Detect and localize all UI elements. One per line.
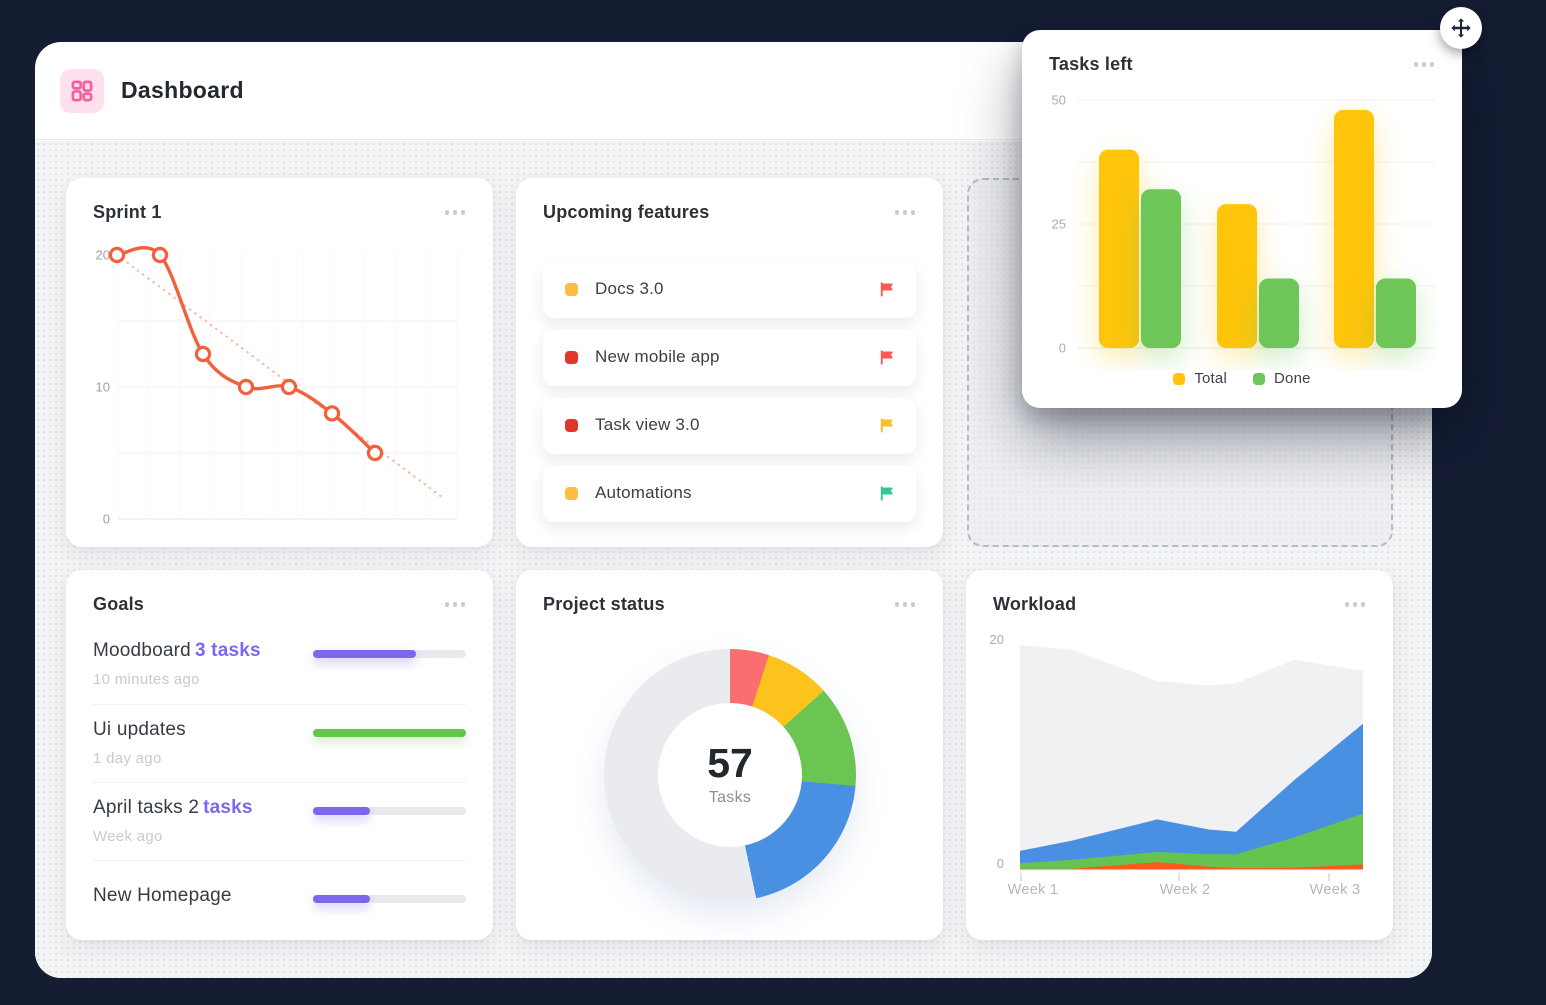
priority-bullet-icon (565, 419, 578, 432)
feature-row[interactable]: Docs 3.0 (543, 262, 916, 318)
project-status-menu-button[interactable] (891, 598, 920, 611)
svg-text:50: 50 (1052, 93, 1066, 108)
goal-title: April tasks 2 (93, 797, 200, 818)
feature-row[interactable]: Task view 3.0 (543, 398, 916, 454)
x-axis-tick: Week 3 (1309, 882, 1361, 898)
goal-timestamp: 10 minutes ago (93, 671, 200, 688)
svg-text:0: 0 (1059, 341, 1066, 356)
workload-card-title: Workload (993, 594, 1077, 614)
feature-label: Docs 3.0 (595, 279, 664, 298)
workload-card: Workload 20 0 Week 1 Week 2 Week 3 (966, 570, 1393, 940)
legend-label-total: Total (1194, 370, 1227, 387)
sprint-card: Sprint 1 20 10 0 (66, 178, 493, 547)
tasks-left-bar-chart: 50 25 0 (1052, 93, 1435, 356)
goals-menu-button[interactable] (441, 598, 470, 611)
svg-text:25: 25 (1052, 217, 1066, 232)
donut-center: 57 Tasks (658, 703, 802, 847)
priority-bullet-icon (565, 487, 578, 500)
feature-row[interactable]: New mobile app (543, 330, 916, 386)
svg-text:20: 20 (96, 248, 110, 263)
goal-progress-bar (313, 650, 466, 658)
goal-row[interactable]: New Homepage (93, 860, 466, 939)
legend-swatch-done (1253, 372, 1265, 385)
legend-swatch-total (1173, 372, 1186, 385)
legend-item-total: Total (1173, 370, 1227, 387)
goal-progress-fill (313, 807, 370, 815)
upcoming-features-card: Upcoming features Docs 3.0 New mobile ap… (516, 178, 943, 547)
feature-label: Automations (595, 483, 692, 502)
goal-row[interactable]: Ui updates 1 day ago (93, 704, 466, 783)
flag-icon (880, 282, 893, 297)
goal-task-count: 3 tasks (194, 640, 261, 661)
dashboard-header: Dashboard (35, 42, 1432, 140)
move-icon (1451, 18, 1471, 38)
goal-progress-bar (313, 729, 466, 737)
goal-progress-bar (313, 895, 466, 903)
goal-timestamp: 1 day ago (93, 750, 162, 767)
goal-task-count: tasks (203, 797, 253, 818)
goals-card-title: Goals (93, 594, 145, 614)
goal-title: Moodboard (93, 640, 191, 661)
goals-card: Goals Moodboard 3 tasks 10 minutes ago Ui… (66, 570, 493, 940)
feature-row[interactable]: Automations (543, 466, 916, 522)
sprint-menu-button[interactable] (441, 206, 470, 219)
svg-text:10: 10 (96, 380, 110, 395)
goal-progress-fill (313, 650, 416, 658)
tasks-total-label: Tasks (708, 789, 752, 806)
goal-progress-fill (313, 895, 370, 903)
dashboard-logo-icon (60, 68, 104, 113)
sprint-card-title: Sprint 1 (93, 202, 162, 222)
priority-bullet-icon (565, 283, 578, 296)
y-axis-tick: 0 (996, 856, 1004, 871)
y-axis-tick: 20 (989, 632, 1004, 647)
flag-icon (880, 418, 893, 433)
tasks-total-value: 57 (707, 740, 753, 786)
svg-text:0: 0 (103, 512, 110, 527)
workload-area-chart (1020, 645, 1363, 881)
page-title: Dashboard (121, 77, 244, 103)
burndown-line-chart: 20 10 0 (96, 246, 458, 527)
x-axis-tick: Week 2 (1159, 882, 1211, 898)
tasks-left-menu-button[interactable] (1410, 58, 1439, 71)
chart-legend: Total Done (1022, 370, 1462, 387)
priority-bullet-icon (565, 351, 578, 364)
feature-label: New mobile app (595, 347, 720, 366)
goal-progress-bar (313, 807, 466, 815)
project-status-card-title: Project status (543, 594, 665, 614)
flag-icon (880, 350, 893, 365)
flag-icon (880, 486, 893, 501)
goal-row[interactable]: Moodboard 3 tasks 10 minutes ago (93, 626, 466, 704)
move-cursor-badge[interactable] (1440, 7, 1482, 49)
legend-item-done: Done (1253, 370, 1311, 387)
goal-row[interactable]: April tasks 2 tasks Week ago (93, 782, 466, 861)
upcoming-card-title: Upcoming features (543, 202, 710, 222)
feature-label: Task view 3.0 (595, 415, 700, 434)
goal-title: New Homepage (93, 885, 232, 906)
x-axis-tick: Week 1 (1007, 882, 1059, 898)
workload-menu-button[interactable] (1341, 598, 1370, 611)
goal-timestamp: Week ago (93, 828, 163, 845)
goal-title: Ui updates (93, 719, 186, 740)
legend-label-done: Done (1274, 370, 1311, 387)
tasks-left-card-title: Tasks left (1049, 54, 1133, 74)
upcoming-menu-button[interactable] (891, 206, 920, 219)
project-status-card: Project status 57 Tasks (516, 570, 943, 940)
tasks-left-card[interactable]: Tasks left 50 25 0 Total Done (1022, 30, 1462, 408)
goal-progress-fill (313, 729, 466, 737)
